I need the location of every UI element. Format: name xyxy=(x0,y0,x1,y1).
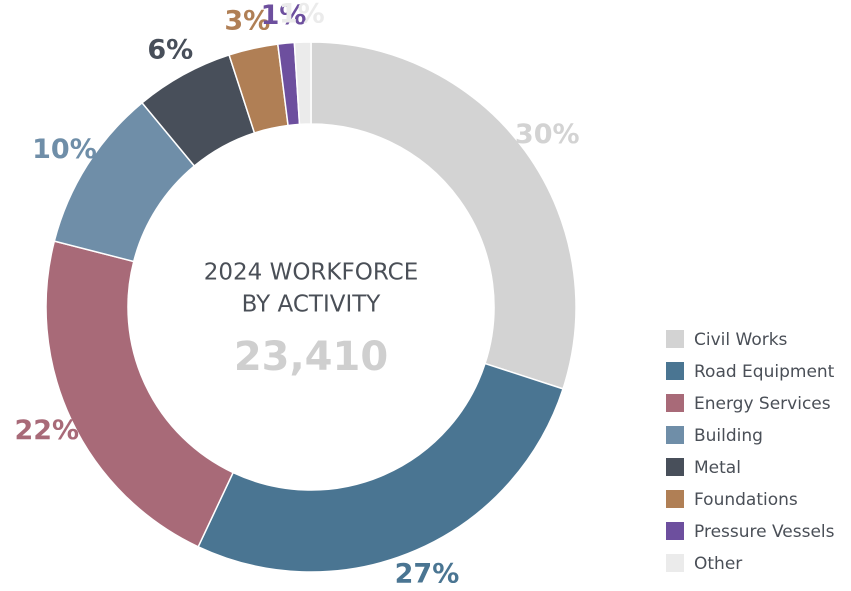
slice-label: 3% xyxy=(224,6,270,37)
legend-label: Road Equipment xyxy=(694,362,835,382)
legend-label: Pressure Vessels xyxy=(694,522,835,542)
donut-slice xyxy=(45,240,235,548)
legend-label: Building xyxy=(694,426,763,446)
legend-label: Energy Services xyxy=(694,394,831,414)
legend-swatch xyxy=(666,554,684,572)
legend-label: Foundations xyxy=(694,490,798,510)
center-title: 2024 WORKFORCE xyxy=(204,260,419,286)
legend-swatch xyxy=(666,394,684,412)
legend-label: Metal xyxy=(694,458,741,478)
center-title: BY ACTIVITY xyxy=(242,292,382,318)
slice-label: 27% xyxy=(395,558,460,589)
legend-swatch xyxy=(666,330,684,348)
slice-label: 1% xyxy=(261,0,307,31)
slice-label: 30% xyxy=(515,119,580,150)
donut-slice xyxy=(293,41,312,126)
donut-slice xyxy=(197,362,564,573)
legend-swatch xyxy=(666,490,684,508)
slice-label: 22% xyxy=(14,415,79,446)
slice-label: 1% xyxy=(279,0,325,30)
donut-slice xyxy=(310,41,577,390)
legend-label: Other xyxy=(694,554,742,574)
slice-label: 10% xyxy=(32,134,97,165)
slice-label: 6% xyxy=(147,35,193,66)
legend-swatch xyxy=(666,458,684,476)
legend-swatch xyxy=(666,362,684,380)
center-total: 23,410 xyxy=(234,334,388,380)
legend-swatch xyxy=(666,426,684,444)
legend-label: Civil Works xyxy=(694,330,788,350)
legend-swatch xyxy=(666,522,684,540)
